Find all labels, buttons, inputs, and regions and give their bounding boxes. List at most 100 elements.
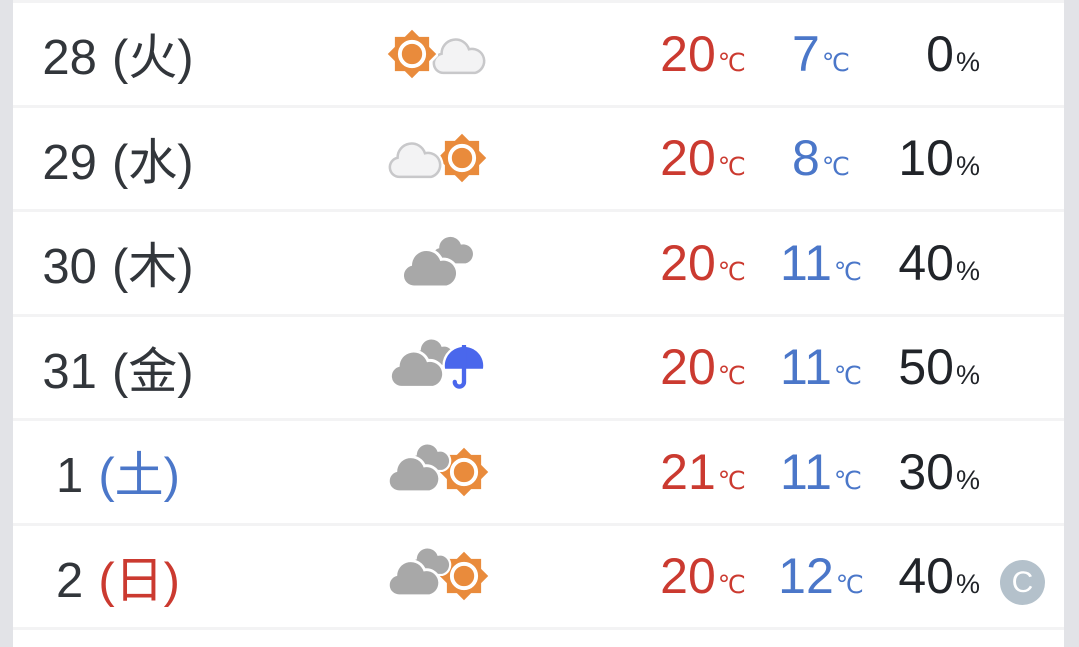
day-number: 31 [42,344,97,399]
weekday-label: (火) [111,31,194,86]
high-temp-value: 20 [660,130,716,187]
credit-c-button[interactable]: C [1000,560,1045,605]
day-cell: 1 (土) [13,436,223,507]
weekday-label: (水) [111,135,194,190]
high-temp: 20 ℃ [653,234,753,292]
temp-unit: ℃ [717,257,746,286]
temp-unit: ℃ [833,362,862,391]
left-gutter [0,0,13,647]
pop-unit: % [955,360,980,391]
precipitation-probability: 10% [889,129,980,187]
forecast-row[interactable]: 29 (水) 20 ℃ 8 ℃ 10% [13,107,1064,209]
pop-value: 40 [898,548,954,605]
forecast-row[interactable]: 28 (火) 20 ℃ 7 ℃ 0% [13,3,1064,105]
high-temp: 21 ℃ [653,443,753,501]
low-temp-value: 11 [780,339,832,396]
high-temp-value: 20 [660,234,716,291]
day-number: 2 [56,553,84,608]
temp-unit: ℃ [833,257,862,286]
sun-then-cloud-icon [386,22,490,86]
high-temp: 20 ℃ [653,25,753,83]
day-number: 28 [42,31,97,86]
day-cell: 28 (火) [13,18,223,89]
row-divider [13,627,1064,630]
weather-icon-cell [223,440,653,504]
day-number: 29 [42,135,97,190]
forecast-row[interactable]: 31 (金) 20 ℃ 11 ℃ 50% [13,316,1064,418]
row-divider [13,313,1064,317]
low-temp: 11 ℃ [753,234,889,292]
pop-value: 50 [898,339,954,396]
weekday-label: (木) [111,240,194,295]
day-cell: 31 (金) [13,332,223,403]
temp-unit: ℃ [833,466,862,495]
temp-unit: ℃ [717,48,746,77]
row-divider [13,209,1064,212]
pop-unit: % [955,151,980,182]
temp-unit: ℃ [821,48,850,77]
forecast-row[interactable]: 2 (日) 20 ℃ 12 ℃ 40% [13,525,1064,627]
low-temp: 11 ℃ [753,443,889,501]
row-divider [13,0,1064,3]
weekday-label: (土) [98,449,180,504]
high-temp: 20 ℃ [653,129,753,187]
high-temp-value: 20 [660,25,716,82]
pop-unit: % [955,569,980,600]
low-temp: 12 ℃ [753,547,889,605]
row-divider [13,104,1064,108]
day-cell: 29 (水) [13,123,223,194]
pop-unit: % [955,255,980,286]
precipitation-probability: 40% [889,234,980,292]
weekday-label: (日) [98,553,180,608]
low-temp-value: 11 [780,443,832,500]
cloud-then-sun-icon [386,126,490,190]
weather-icon-cell [223,22,653,86]
weather-icon-cell [223,335,653,399]
row-divider [13,418,1064,421]
temp-unit: ℃ [717,571,746,600]
weather-icon-cell [223,231,653,295]
weekday-label: (金) [111,344,194,399]
weather-icon-cell [223,544,653,608]
low-temp-value: 11 [780,234,832,291]
day-cell: 30 (木) [13,227,223,298]
day-number: 30 [42,240,97,295]
weather-icon-cell [223,126,653,190]
high-temp: 20 ℃ [653,547,753,605]
pop-unit: % [955,46,980,77]
precipitation-probability: 40% [889,547,980,605]
low-temp: 11 ℃ [753,338,889,396]
day-cell: 2 (日) [13,541,223,612]
temp-unit: ℃ [717,153,746,182]
forecast-row[interactable]: 30 (木) 20 ℃ 11 ℃ 40% [13,212,1064,314]
temp-unit: ℃ [717,362,746,391]
low-temp-value: 8 [792,130,820,187]
low-temp-value: 12 [778,548,834,605]
precipitation-probability: 0% [889,25,980,83]
temp-unit: ℃ [717,466,746,495]
cloud-then-sun-gray-icon [386,544,490,608]
pop-unit: % [955,464,980,495]
bottom-spacer [13,630,1064,647]
forecast-table: 28 (火) 20 ℃ 7 ℃ 0% 29 (水) 20 ℃ 8 ℃ [13,0,1064,647]
pop-value: 10 [898,130,954,187]
cloud-then-sun-gray-icon [386,440,490,504]
low-temp: 8 ℃ [753,129,889,187]
high-temp-value: 21 [660,443,716,500]
low-temp: 7 ℃ [753,25,889,83]
forecast-row[interactable]: 1 (土) 21 ℃ 11 ℃ 30% [13,421,1064,523]
pop-value: 40 [898,234,954,291]
temp-unit: ℃ [821,153,850,182]
low-temp-value: 7 [792,25,820,82]
day-number: 1 [56,449,84,504]
right-gutter [1064,0,1079,647]
high-temp-value: 20 [660,548,716,605]
high-temp-value: 20 [660,339,716,396]
precipitation-probability: 50% [889,338,980,396]
cloud-rain-icon [386,335,490,399]
cloudy-icon [386,231,490,295]
precipitation-probability: 30% [889,443,980,501]
pop-value: 0 [926,25,954,82]
high-temp: 20 ℃ [653,338,753,396]
